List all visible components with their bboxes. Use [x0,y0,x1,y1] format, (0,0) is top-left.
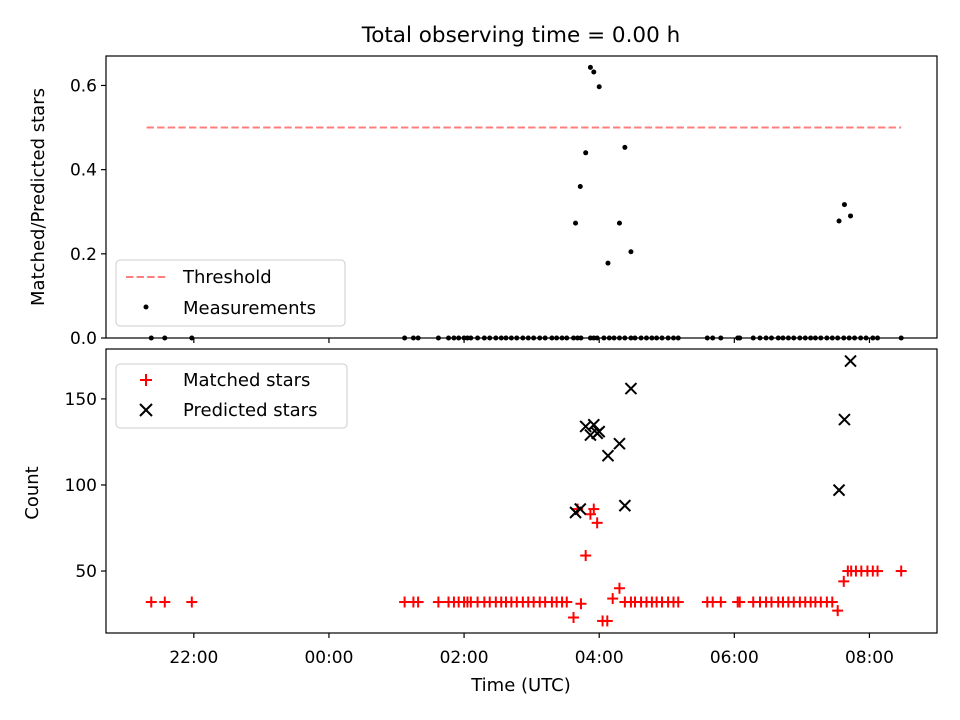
measurement-point [605,260,611,266]
predicted-star-marker-b [838,413,851,426]
predicted-star-marker [613,437,626,450]
predicted-star-marker [844,354,857,368]
measurement-point [573,220,579,226]
x-tick-label: 02:00 [440,648,489,668]
matched-star-marker [715,596,727,608]
matched-star-marker [591,517,603,529]
bottom-y-axis-label: Count [22,466,43,519]
predicted-star-marker-b [592,425,606,438]
matched-star-marker [568,612,580,624]
top-y-tick-label: 0.0 [70,329,97,349]
x-axis-label: Time (UTC) [470,675,571,696]
matched-star-marker [895,565,907,577]
matched-star-marker [186,596,198,608]
predicted-star-marker [624,382,638,395]
x-tick-label: 04:00 [575,648,624,668]
predicted-star-marker [618,499,632,512]
matched-star-marker [159,596,171,608]
predicted-star-marker-b [613,437,626,450]
matched-star-marker [832,605,844,617]
matched-star-marker [561,596,573,608]
predicted-stars-legend-label: Predicted stars [183,400,317,421]
matched-star-marker [672,596,684,608]
matched-star-marker [601,615,613,627]
x-tick-label: 22:00 [169,648,218,668]
x-tick-label: 06:00 [710,648,759,668]
measurement-point [628,249,634,255]
matched-star-marker [145,596,157,608]
predicted-star-marker [601,449,615,462]
top-y-tick-label: 0.6 [70,76,97,96]
matched-star-marker [826,596,838,608]
predicted-stars-legend-swatch [139,403,153,417]
matched-star-marker [607,593,619,605]
matched-star-marker [432,596,444,608]
bottom-y-tick-label: 50 [75,562,97,582]
top-legend: Threshold Measurements [115,259,346,327]
predicted-star-marker [592,425,606,438]
threshold-legend-label: Threshold [182,267,272,288]
predicted-star-marker-b [601,449,615,462]
matched-star-marker [580,550,592,562]
chart-title: Total observing time = 0.00 h [361,23,681,48]
matched-star-marker [412,596,424,608]
top-y-tick-label: 0.2 [70,245,97,265]
measurement-point [591,69,597,75]
matched-stars-legend-swatch [140,374,152,386]
matched-star-marker [575,598,587,610]
measurement-point [577,183,583,189]
predicted-star-marker [838,413,851,426]
top-y-tick-label: 0.4 [70,161,97,181]
bottom-axes-frame [105,348,938,634]
matched-star-marker [613,582,625,594]
x-tick-label: 00:00 [304,648,353,668]
matched-star-marker [872,565,884,577]
count-plot-area: 50 100 150 22:00 00:00 02:00 04:00 06:00 08:00 [65,348,938,668]
predicted-star-marker [587,418,600,431]
predicted-star-marker [574,502,587,516]
predicted-star-marker [832,483,846,497]
bottom-legend: Matched stars Predicted stars [115,363,348,429]
predicted-star-marker-b [587,418,600,431]
measurement-point [841,202,847,208]
measurement-point [587,64,593,70]
top-axes-frame [105,55,938,339]
predicted-star-marker-b [832,483,846,497]
top-y-axis-label: Matched/Predicted stars [28,88,49,306]
predicted-star-marker-b [574,502,587,516]
predicted-star-marker-b [618,499,632,512]
measurement-point [622,144,628,150]
measurements-legend-label: Measurements [183,298,316,319]
bottom-y-tick-label: 100 [65,476,97,496]
measurement-point [616,220,622,226]
predicted-star-marker-b [844,354,857,368]
x-tick-label: 08:00 [845,648,894,668]
predicted-star-marker-b [579,420,592,433]
matched-star-marker [734,596,746,608]
measurement-point [836,218,842,224]
matched-stars-legend-label: Matched stars [183,370,310,391]
matched-star-marker [838,575,850,587]
measurement-point [583,150,589,156]
predicted-star-marker-b [624,382,638,395]
measurement-point [596,84,602,90]
ratio-plot-area: 0.0 0.2 0.4 0.6 [70,55,938,349]
measurements-legend-swatch [143,304,149,310]
bottom-y-tick-label: 150 [65,390,97,410]
measurement-point [848,213,854,219]
matched-star-marker [588,503,600,515]
